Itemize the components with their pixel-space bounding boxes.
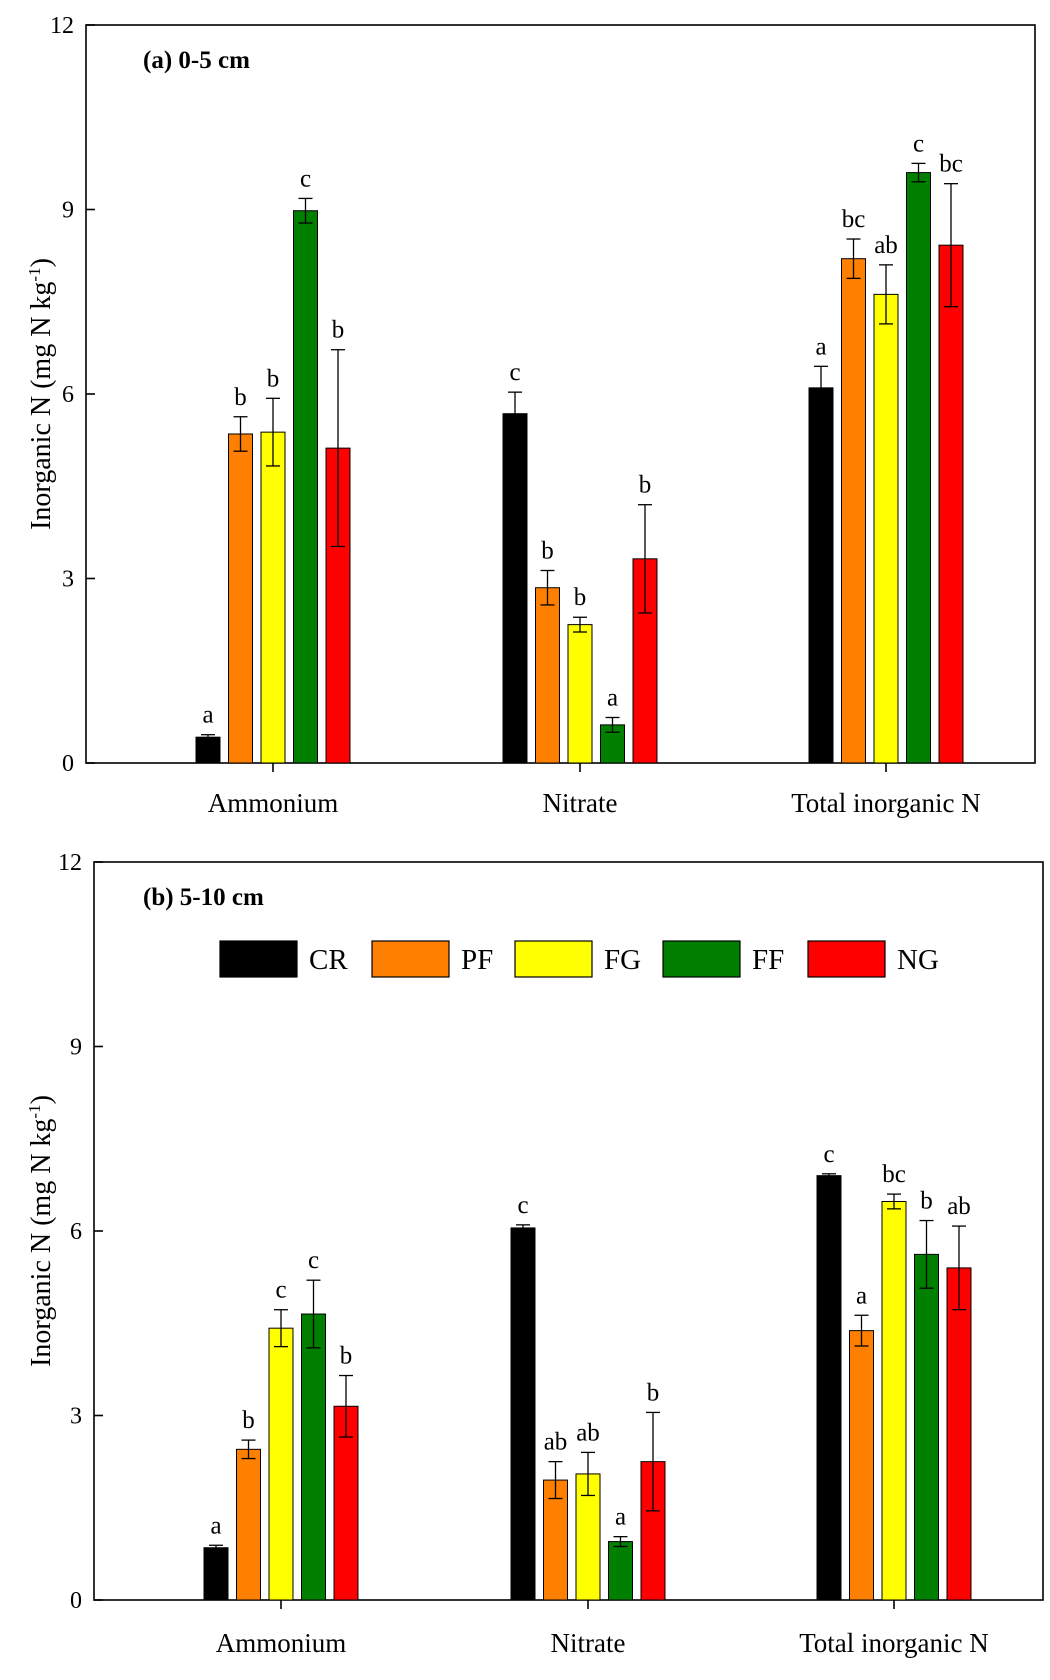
significance-label: b [332,317,345,344]
significance-label: ab [544,1429,568,1456]
legend-swatch-ng [807,940,886,978]
bar-pf-total-inorganic-n [849,1330,874,1601]
x-category-label: Ammonium [208,788,339,818]
bar-ff-total-inorganic-n [906,172,931,764]
bar-fg-total-inorganic-n [873,293,899,764]
significance-label: b [340,1343,353,1370]
bar-ff-total-inorganic-n [914,1253,939,1601]
legend-label-pf: PF [461,944,493,976]
significance-label: a [815,333,826,360]
x-category-label: Ammonium [216,1628,347,1658]
significance-label: c [275,1277,286,1304]
significance-label: a [615,1504,626,1531]
bar-fg-ammonium [260,431,286,764]
bar-fg-nitrate [567,624,593,764]
bar-ff-ammonium [301,1313,326,1601]
panel-a: 0 3 6 9 12 Ammonium Nitrate Total inorganic N (a… [25,13,1036,818]
significance-label: b [541,538,554,565]
bar-pf-nitrate [535,587,560,764]
bar-ng-total-inorganic-n [938,244,964,764]
y-axis-title-superscript: -1 [25,1104,44,1118]
significance-label: a [856,1282,867,1309]
legend: CR PF FG FF NG [219,940,939,978]
x-category-label: Nitrate [551,1628,626,1658]
significance-label: ab [947,1193,971,1220]
y-tick-label: 3 [62,567,74,593]
significance-label: c [308,1247,319,1274]
significance-label: b [267,365,280,392]
x-category-label: Total inorganic N [791,788,981,818]
legend-label-ff: FF [752,944,784,976]
significance-label: c [913,130,924,157]
bar-cr-ammonium [203,1547,229,1601]
significance-label: a [210,1512,221,1539]
y-axis-title-close: ) [26,258,57,267]
panel-title: (b) 5-10 cm [143,884,264,911]
bar-ff-nitrate [608,1541,633,1601]
significance-label: ab [874,232,898,259]
significance-label: b [647,1379,660,1406]
x-category-label: Nitrate [543,788,618,818]
bar-cr-ammonium [195,736,221,764]
legend-swatch-cr [219,940,298,978]
y-axis-title-main: Inorganic N (mg N kg [26,282,57,530]
significance-label: c [823,1141,834,1168]
bar-ng-ammonium [333,1405,359,1601]
bar-ng-total-inorganic-n [946,1267,972,1601]
y-tick-label: 12 [50,13,74,39]
bar-cr-total-inorganic-n [816,1175,842,1601]
significance-label: bc [842,206,866,233]
y-tick-label: 0 [70,1588,82,1614]
significance-label: bc [882,1161,906,1188]
y-tick-label: 3 [70,1404,82,1430]
legend-label-fg: FG [604,944,641,976]
y-tick-label: 12 [58,850,82,876]
legend-label-ng: NG [897,944,939,976]
bar-ff-ammonium [293,210,318,764]
y-tick-label: 6 [70,1219,82,1245]
y-tick-label: 9 [62,198,74,224]
bar-cr-total-inorganic-n [808,387,834,764]
panel-b: 0 3 6 9 12 Ammonium Nitrate Total inorganic N (b… [25,850,1044,1658]
y-axis-title: Inorganic N (mg N kg-1) [25,258,57,530]
panel-title: (a) 0-5 cm [143,47,250,74]
bar-ng-ammonium [325,447,351,764]
significance-label: b [574,584,587,611]
significance-label: c [509,359,520,386]
legend-label-cr: CR [309,944,348,976]
significance-label: ab [576,1419,600,1446]
y-axis-title: Inorganic N (mg N kg-1) [25,1095,57,1367]
significance-label: b [639,472,652,499]
y-axis-title-close: ) [26,1095,57,1104]
significance-label: bc [939,151,963,178]
bar-cr-nitrate [510,1227,536,1601]
significance-label: a [607,684,618,711]
significance-label: a [202,702,213,729]
significance-label: c [300,165,311,192]
y-tick-label: 0 [62,751,74,777]
bar-pf-total-inorganic-n [841,258,866,764]
y-tick-label: 6 [62,382,74,408]
significance-label: b [920,1188,933,1215]
legend-swatch-ff [662,940,741,978]
significance-label: b [242,1407,255,1434]
bar-cr-nitrate [502,413,528,764]
bar-fg-ammonium [268,1327,294,1601]
legend-swatch-fg [514,940,593,978]
bar-pf-ammonium [228,433,253,764]
legend-swatch-pf [371,940,450,978]
y-axis-title-main: Inorganic N (mg N kg [26,1119,57,1367]
significance-label: b [234,384,247,411]
significance-label: c [517,1192,528,1219]
bar-fg-total-inorganic-n [881,1200,907,1601]
x-category-label: Total inorganic N [799,1628,989,1658]
y-axis-title-superscript: -1 [25,267,44,281]
bar-pf-ammonium [236,1448,261,1601]
y-tick-label: 9 [70,1035,82,1061]
